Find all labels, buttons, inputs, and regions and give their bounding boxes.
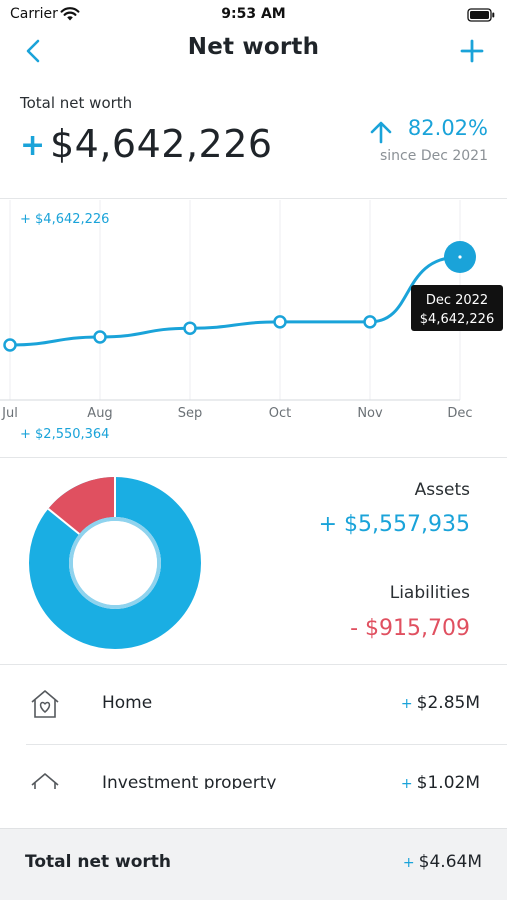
donut-inner-ring [69, 517, 161, 609]
assets-label: Assets [414, 480, 470, 500]
list-item-home[interactable]: Home + $2.85M [0, 665, 507, 743]
footer-label: Total net worth [25, 852, 172, 872]
chart-min-label: + $2,550,364 [20, 427, 110, 442]
chart-point-center [458, 255, 462, 259]
x-tick-label: Nov [357, 406, 383, 421]
x-tick-label: Dec [447, 406, 472, 421]
series-line [9, 255, 461, 347]
change-period: since Dec 2021 [380, 148, 488, 164]
item-label: Investment property [102, 773, 277, 789]
divider [0, 457, 507, 458]
chart-point [363, 315, 377, 329]
item-amount: $1.02M [416, 773, 480, 789]
item-amount: $2.85M [416, 693, 480, 713]
divider [0, 198, 507, 199]
footer-value: + $4.64M [403, 852, 482, 872]
liabilities-label: Liabilities [389, 583, 470, 603]
house-icon [28, 770, 62, 789]
chart-point [93, 330, 107, 344]
item-value: + $2.85M [401, 693, 480, 713]
page-title: Net worth [187, 34, 320, 60]
item-sign: + [400, 776, 413, 789]
add-button[interactable] [459, 36, 485, 66]
chart-point [3, 338, 17, 352]
net-worth-chart[interactable]: Jul Aug Sep Oct Nov Dec Dec 2022 $4,642,226 + $… [0, 200, 507, 455]
chart-point [183, 321, 197, 335]
assets-value: + $5,557,935 [318, 512, 470, 537]
assets-liabilities-donut [28, 476, 202, 654]
arrow-up-icon [368, 119, 394, 149]
item-label: Home [102, 693, 153, 713]
donut-separator [47, 508, 80, 535]
chart-canvas: Jul Aug Sep Oct Nov Dec Dec 2022 $4,642,226 [0, 200, 503, 421]
tooltip-value: $4,642,226 [420, 312, 494, 327]
net-worth-value: $4,642,226 [50, 122, 273, 166]
net-worth-label: Total net worth [20, 94, 133, 112]
item-sign: + [400, 696, 413, 712]
plus-icon [460, 39, 484, 63]
footer-amount: $4.64M [418, 852, 482, 872]
wifi-icon [60, 6, 80, 26]
back-button[interactable] [22, 36, 46, 66]
tooltip-box [411, 285, 503, 331]
net-worth-sign: + [20, 128, 46, 163]
status-bar: Carrier 9:53 AM [0, 0, 507, 28]
chart-point [273, 315, 287, 329]
total-footer: Total net worth + $4.64M [0, 828, 507, 900]
chevron-left-icon [26, 39, 40, 63]
x-tick-label: Oct [269, 406, 291, 421]
change-percent: 82.02% [407, 116, 488, 140]
battery-icon [467, 7, 495, 26]
carrier-label: Carrier [10, 6, 58, 22]
donut-hole [73, 521, 157, 605]
x-tick-label: Aug [87, 406, 112, 421]
x-tick-label: Sep [178, 406, 203, 421]
tooltip-date: Dec 2022 [426, 293, 488, 308]
footer-sign: + [402, 855, 415, 871]
liabilities-value: - $915,709 [350, 616, 470, 641]
chart-max-label: + $4,642,226 [20, 212, 110, 227]
divider [0, 664, 507, 665]
divider [26, 744, 507, 745]
clock-time: 9:53 AM [221, 6, 286, 22]
item-value: + $1.02M [401, 773, 480, 789]
list-item-investment-property[interactable]: Investment property + $1.02M [0, 745, 507, 789]
x-tick-label: Jul [1, 406, 18, 421]
home-heart-icon [28, 687, 62, 725]
